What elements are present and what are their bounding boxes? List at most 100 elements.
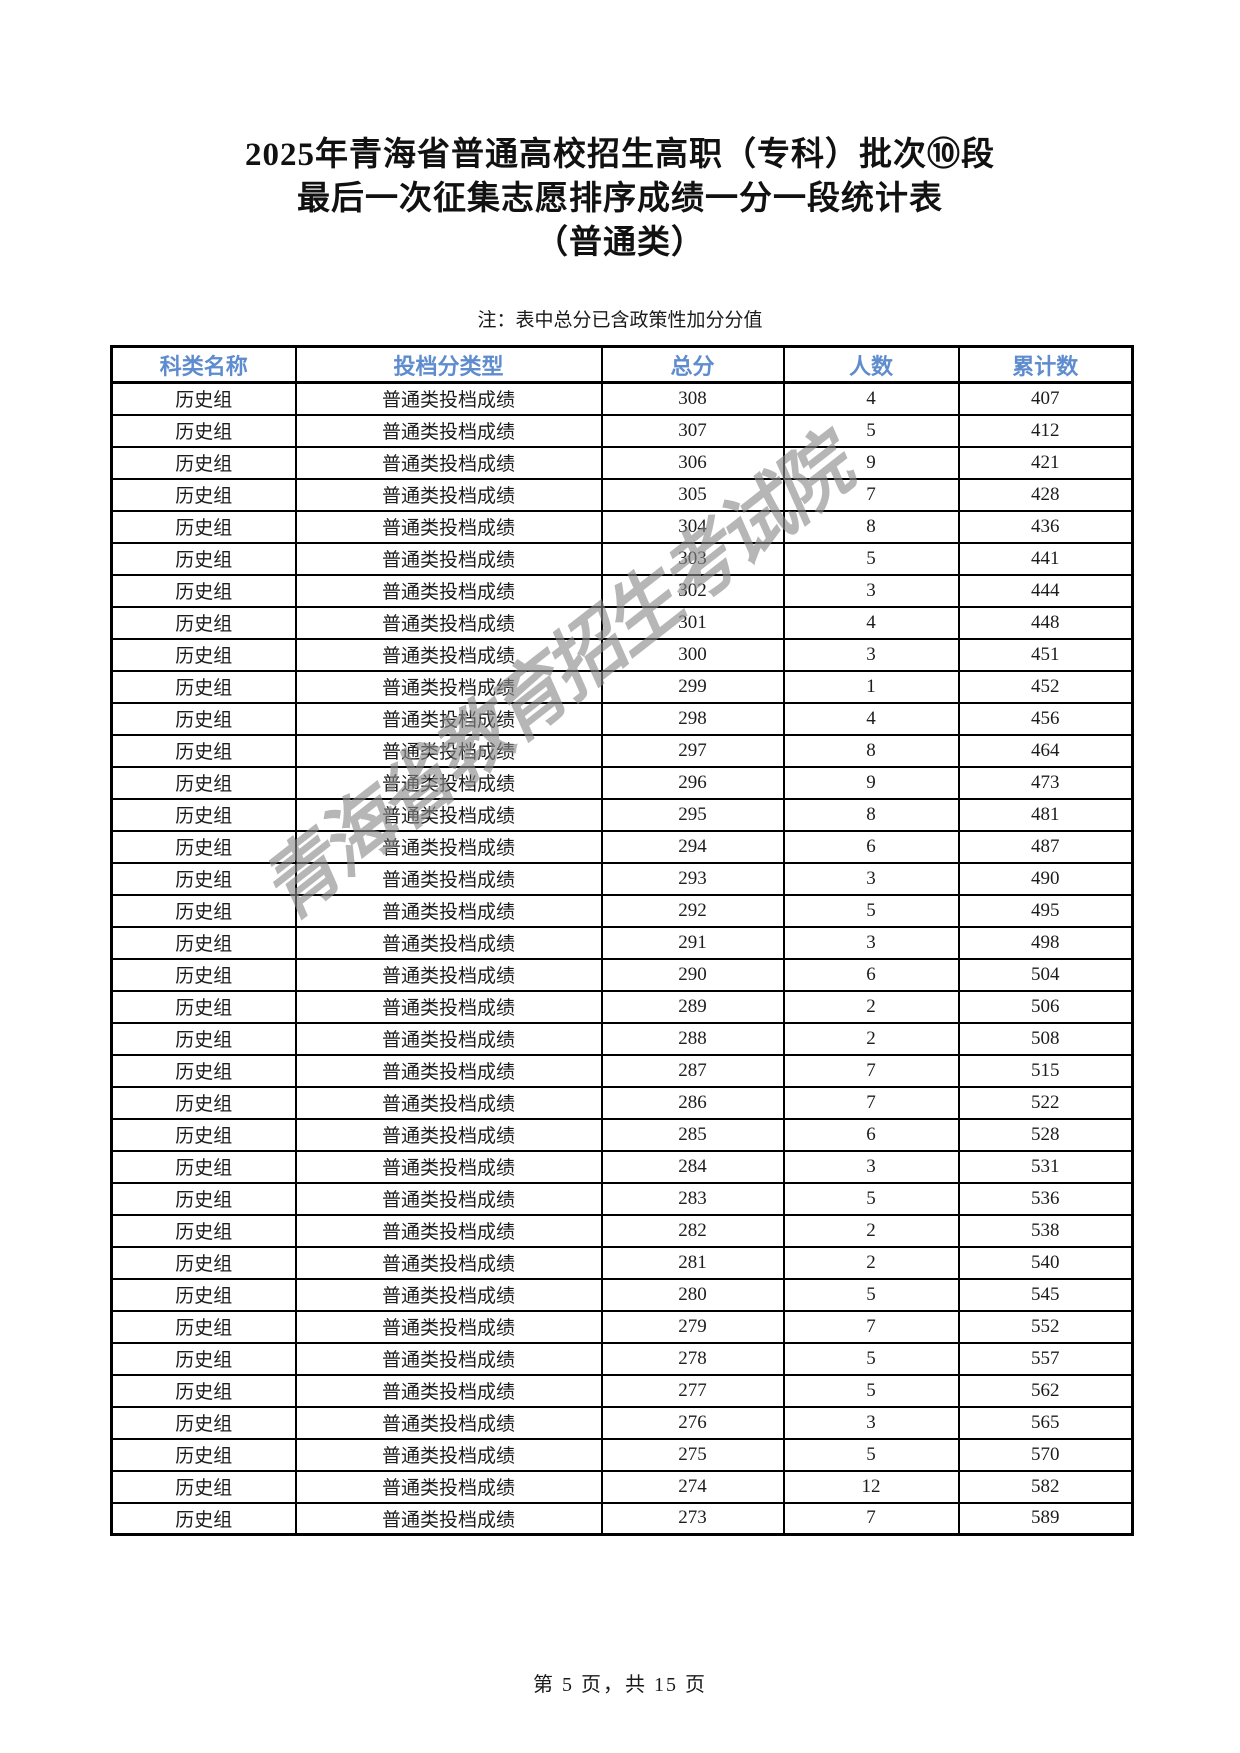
table-cell: 3: [782, 573, 960, 608]
table-cell: 5: [782, 1181, 960, 1216]
table-cell: 487: [957, 829, 1134, 864]
table-cell: 522: [957, 1085, 1134, 1120]
table-row: 历史组 普通类投档成绩 302 3 444: [110, 573, 1134, 608]
table-cell: 历史组: [110, 797, 297, 832]
table-cell: 普通类投档成绩: [294, 445, 603, 480]
table-cell: 5: [782, 1373, 960, 1408]
table-row: 历史组 普通类投档成绩 280 5 545: [110, 1277, 1134, 1312]
table-cell: 普通类投档成绩: [294, 701, 603, 736]
table-cell: 7: [782, 477, 960, 512]
table-cell: 历史组: [110, 509, 297, 544]
table-row: 历史组 普通类投档成绩 277 5 562: [110, 1373, 1134, 1408]
table-cell: 历史组: [110, 829, 297, 864]
table-cell: 历史组: [110, 413, 297, 448]
table-cell: 300: [600, 637, 785, 672]
table-cell: 历史组: [110, 893, 297, 928]
column-header-cumulative: 累计数: [957, 345, 1134, 384]
table-cell: 285: [600, 1117, 785, 1152]
table-cell: 普通类投档成绩: [294, 1309, 603, 1344]
table-cell: 306: [600, 445, 785, 480]
table-cell: 421: [957, 445, 1134, 480]
table-cell: 296: [600, 765, 785, 800]
table-cell: 7: [782, 1053, 960, 1088]
table-row: 历史组 普通类投档成绩 278 5 557: [110, 1341, 1134, 1376]
table-cell: 305: [600, 477, 785, 512]
table-cell: 历史组: [110, 1373, 297, 1408]
table-cell: 288: [600, 1021, 785, 1056]
table-cell: 552: [957, 1309, 1134, 1344]
table-cell: 普通类投档成绩: [294, 477, 603, 512]
table-cell: 历史组: [110, 1213, 297, 1248]
table-cell: 历史组: [110, 1149, 297, 1184]
table-cell: 普通类投档成绩: [294, 1245, 603, 1280]
table-cell: 历史组: [110, 989, 297, 1024]
table-row: 历史组 普通类投档成绩 292 5 495: [110, 893, 1134, 928]
table-row: 历史组 普通类投档成绩 298 4 456: [110, 701, 1134, 736]
table-cell: 普通类投档成绩: [294, 861, 603, 896]
table-cell: 普通类投档成绩: [294, 765, 603, 800]
table-row: 历史组 普通类投档成绩 301 4 448: [110, 605, 1134, 640]
table-cell: 普通类投档成绩: [294, 1373, 603, 1408]
score-table: 科类名称 投档分类型 总分 人数 累计数 历史组 普通类投档成绩 308 4 407 历史…: [110, 345, 1134, 1536]
table-cell: 301: [600, 605, 785, 640]
column-header-total-score: 总分: [600, 345, 785, 384]
table-cell: 407: [957, 381, 1134, 416]
table-cell: 7: [782, 1309, 960, 1344]
table-cell: 290: [600, 957, 785, 992]
table-cell: 2: [782, 1245, 960, 1280]
table-cell: 3: [782, 637, 960, 672]
table-cell: 412: [957, 413, 1134, 448]
table-cell: 308: [600, 381, 785, 416]
table-cell: 历史组: [110, 541, 297, 576]
page-title: 2025年青海省普通高校招生高职（专科）批次⑩段 最后一次征集志愿排序成绩一分一…: [0, 133, 1240, 265]
table-row: 历史组 普通类投档成绩 296 9 473: [110, 765, 1134, 800]
table-cell: 历史组: [110, 1277, 297, 1312]
table-cell: 508: [957, 1021, 1134, 1056]
table-cell: 普通类投档成绩: [294, 1341, 603, 1376]
table-cell: 普通类投档成绩: [294, 413, 603, 448]
table-cell: 303: [600, 541, 785, 576]
table-cell: 历史组: [110, 1181, 297, 1216]
table-row: 历史组 普通类投档成绩 282 2 538: [110, 1213, 1134, 1248]
table-cell: 284: [600, 1149, 785, 1184]
table-cell: 历史组: [110, 1021, 297, 1056]
table-cell: 557: [957, 1341, 1134, 1376]
table-cell: 292: [600, 893, 785, 928]
table-cell: 2: [782, 1021, 960, 1056]
table-cell: 498: [957, 925, 1134, 960]
table-cell: 历史组: [110, 1053, 297, 1088]
table-cell: 274: [600, 1469, 785, 1504]
table-cell: 4: [782, 605, 960, 640]
table-row: 历史组 普通类投档成绩 276 3 565: [110, 1405, 1134, 1440]
table-row: 历史组 普通类投档成绩 308 4 407: [110, 381, 1134, 416]
table-row: 历史组 普通类投档成绩 281 2 540: [110, 1245, 1134, 1280]
table-row: 历史组 普通类投档成绩 289 2 506: [110, 989, 1134, 1024]
table-cell: 5: [782, 413, 960, 448]
table-cell: 279: [600, 1309, 785, 1344]
table-cell: 5: [782, 1341, 960, 1376]
table-cell: 普通类投档成绩: [294, 573, 603, 608]
table-cell: 538: [957, 1213, 1134, 1248]
table-cell: 5: [782, 1277, 960, 1312]
table-cell: 280: [600, 1277, 785, 1312]
table-cell: 历史组: [110, 637, 297, 672]
table-cell: 历史组: [110, 1309, 297, 1344]
table-row: 历史组 普通类投档成绩 286 7 522: [110, 1085, 1134, 1120]
table-row: 历史组 普通类投档成绩 274 12 582: [110, 1469, 1134, 1504]
table-cell: 278: [600, 1341, 785, 1376]
table-cell: 历史组: [110, 733, 297, 768]
table-cell: 287: [600, 1053, 785, 1088]
table-cell: 普通类投档成绩: [294, 829, 603, 864]
table-cell: 506: [957, 989, 1134, 1024]
table-cell: 297: [600, 733, 785, 768]
table-cell: 464: [957, 733, 1134, 768]
table-cell: 历史组: [110, 765, 297, 800]
table-cell: 普通类投档成绩: [294, 381, 603, 416]
table-header-row: 科类名称 投档分类型 总分 人数 累计数: [110, 345, 1134, 384]
table-cell: 8: [782, 733, 960, 768]
table-cell: 历史组: [110, 1501, 297, 1536]
table-cell: 304: [600, 509, 785, 544]
table-cell: 6: [782, 1117, 960, 1152]
table-cell: 473: [957, 765, 1134, 800]
table-row: 历史组 普通类投档成绩 287 7 515: [110, 1053, 1134, 1088]
